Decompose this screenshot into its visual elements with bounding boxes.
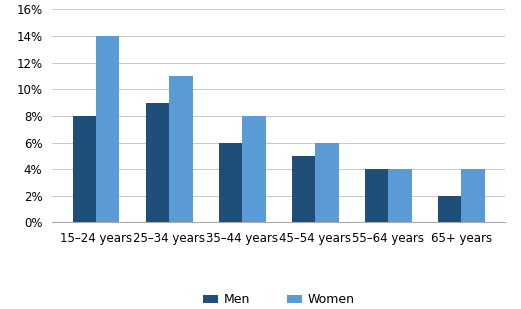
Bar — [169, 76, 193, 222]
Bar — [219, 142, 242, 222]
Bar — [365, 169, 388, 222]
Bar — [438, 196, 462, 222]
Bar — [73, 116, 96, 222]
Bar — [462, 169, 485, 222]
Bar — [388, 169, 412, 222]
Bar — [96, 36, 119, 222]
Legend: Men, Women: Men, Women — [199, 288, 359, 309]
Bar — [292, 156, 315, 222]
Bar — [242, 116, 266, 222]
Bar — [146, 103, 169, 222]
Bar — [315, 142, 339, 222]
